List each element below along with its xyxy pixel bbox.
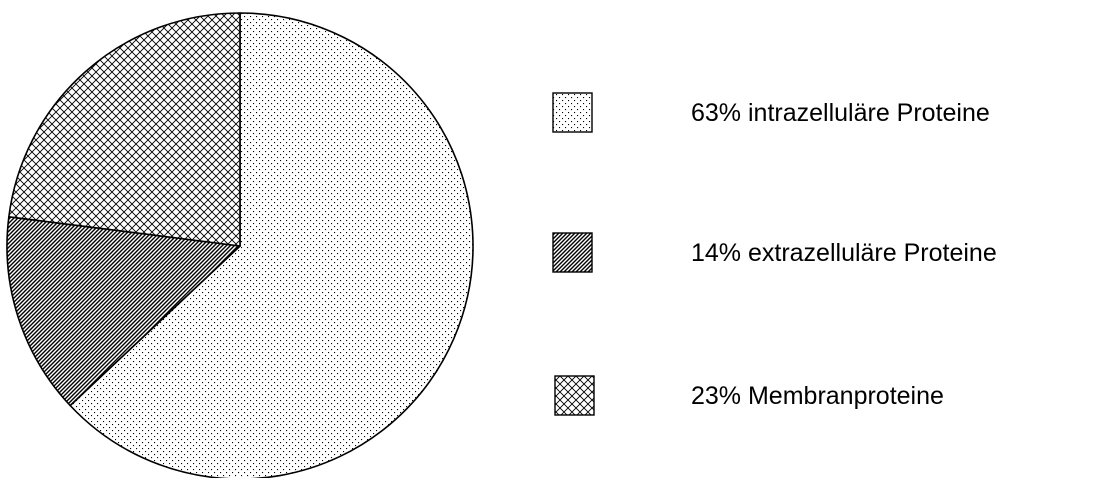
legend: 63% intrazelluläre Proteine 14% extrazell… bbox=[552, 92, 997, 416]
legend-swatch-1 bbox=[552, 232, 593, 273]
legend-swatch-0 bbox=[552, 92, 593, 133]
legend-label-2: 23% Membranproteine bbox=[691, 382, 944, 410]
pie-slice-1 bbox=[6, 216, 241, 407]
legend-swatch-2 bbox=[554, 375, 595, 416]
pie-slice-2 bbox=[8, 12, 241, 247]
legend-label-0: 63% intrazelluläre Proteine bbox=[691, 99, 990, 127]
pie-slice-0 bbox=[69, 12, 474, 478]
pie-slices bbox=[6, 12, 474, 478]
legend-label-1: 14% extrazelluläre Proteine bbox=[691, 239, 997, 267]
